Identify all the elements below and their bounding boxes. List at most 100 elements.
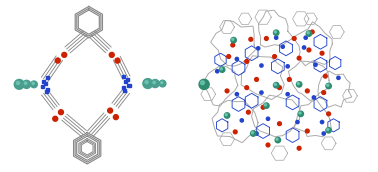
Circle shape	[233, 130, 237, 134]
Bar	[46, 76, 50, 79]
Circle shape	[115, 58, 120, 63]
Bar	[126, 78, 129, 81]
Circle shape	[324, 74, 327, 78]
Circle shape	[274, 31, 276, 33]
Circle shape	[327, 112, 330, 116]
Circle shape	[305, 129, 309, 133]
Circle shape	[312, 96, 316, 99]
Circle shape	[14, 79, 24, 89]
Circle shape	[260, 64, 263, 67]
Bar	[44, 82, 47, 85]
Circle shape	[231, 43, 235, 47]
Circle shape	[277, 86, 281, 89]
Circle shape	[297, 56, 301, 60]
Circle shape	[296, 120, 299, 124]
Circle shape	[109, 52, 114, 57]
Circle shape	[307, 32, 309, 34]
Circle shape	[337, 76, 340, 79]
Circle shape	[240, 119, 243, 122]
Circle shape	[153, 81, 155, 84]
Circle shape	[260, 91, 263, 94]
Circle shape	[255, 132, 258, 135]
Circle shape	[227, 55, 231, 58]
Circle shape	[32, 82, 34, 84]
Circle shape	[286, 65, 289, 68]
Bar	[124, 80, 127, 83]
Circle shape	[220, 67, 225, 72]
Bar	[122, 75, 125, 78]
Circle shape	[265, 37, 268, 40]
Circle shape	[276, 138, 278, 140]
Circle shape	[274, 30, 279, 35]
Circle shape	[231, 37, 236, 43]
Circle shape	[274, 36, 278, 39]
Circle shape	[281, 45, 284, 48]
Bar	[122, 86, 125, 89]
Circle shape	[31, 81, 37, 88]
Circle shape	[232, 38, 234, 40]
Circle shape	[292, 37, 296, 40]
Circle shape	[225, 89, 229, 93]
Circle shape	[199, 79, 209, 89]
Circle shape	[200, 81, 204, 85]
Circle shape	[108, 108, 113, 113]
Bar	[40, 85, 44, 88]
Circle shape	[251, 132, 254, 134]
Circle shape	[151, 79, 159, 88]
Circle shape	[296, 82, 302, 87]
Circle shape	[264, 103, 269, 108]
Circle shape	[298, 111, 304, 117]
Circle shape	[266, 143, 270, 147]
Circle shape	[327, 84, 329, 86]
Circle shape	[255, 78, 259, 81]
Circle shape	[215, 70, 219, 73]
Circle shape	[287, 78, 291, 81]
Circle shape	[235, 93, 239, 96]
Circle shape	[23, 80, 31, 88]
Bar	[127, 84, 130, 87]
Circle shape	[257, 47, 260, 50]
Circle shape	[327, 128, 329, 131]
Circle shape	[24, 82, 27, 84]
Circle shape	[320, 51, 324, 55]
Circle shape	[286, 93, 289, 96]
Circle shape	[113, 115, 118, 120]
Circle shape	[297, 82, 299, 85]
Circle shape	[322, 91, 325, 94]
Circle shape	[53, 116, 58, 121]
Bar	[45, 90, 48, 93]
Circle shape	[302, 46, 306, 49]
Circle shape	[310, 30, 314, 34]
Circle shape	[225, 113, 230, 118]
Bar	[123, 89, 126, 92]
Bar	[46, 88, 50, 91]
Circle shape	[275, 137, 280, 143]
Circle shape	[297, 146, 301, 150]
Circle shape	[55, 58, 60, 63]
Circle shape	[304, 36, 307, 39]
Circle shape	[225, 114, 227, 116]
Circle shape	[245, 60, 249, 63]
Circle shape	[307, 48, 311, 52]
Circle shape	[273, 55, 276, 58]
Circle shape	[235, 57, 239, 61]
Circle shape	[326, 127, 331, 133]
Circle shape	[277, 122, 281, 126]
Circle shape	[16, 81, 20, 85]
Circle shape	[274, 83, 276, 85]
Circle shape	[246, 110, 250, 114]
Circle shape	[274, 83, 279, 88]
Circle shape	[321, 120, 324, 124]
Circle shape	[322, 132, 325, 135]
Circle shape	[161, 82, 163, 84]
Circle shape	[159, 80, 166, 87]
Circle shape	[305, 89, 309, 93]
Circle shape	[143, 79, 153, 88]
Circle shape	[314, 63, 317, 66]
Circle shape	[245, 86, 249, 89]
Circle shape	[299, 112, 301, 114]
Circle shape	[265, 104, 266, 106]
Circle shape	[249, 37, 253, 41]
Circle shape	[62, 52, 67, 57]
Bar	[42, 79, 45, 83]
